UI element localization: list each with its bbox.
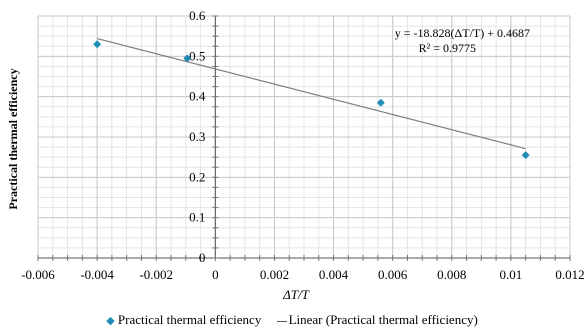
legend-item-trendline: Linear (Practical thermal efficiency) bbox=[276, 312, 478, 328]
x-tick-labels: -0.006 -0.004 -0.002 0 0.002 0.004 0.006 0.008 0… bbox=[21, 267, 584, 282]
x-tick-label: 0.01 bbox=[500, 267, 523, 282]
data-point-diamond bbox=[521, 151, 530, 160]
trendline-equation: y = -18.828(ΔT/T) + 0.4687 bbox=[395, 26, 530, 40]
x-tick-label: 0.002 bbox=[260, 267, 289, 282]
legend-item-scatter: ◆ Practical thermal efficiency bbox=[106, 312, 261, 328]
x-tick-label: 0.004 bbox=[319, 267, 349, 282]
y-tick-label: 0.4 bbox=[189, 89, 206, 104]
x-tick-label: 0.006 bbox=[378, 267, 408, 282]
data-point-diamond bbox=[183, 54, 192, 63]
r-squared-label: R² = 0.9775 bbox=[419, 41, 476, 55]
x-tick-label: -0.002 bbox=[139, 267, 173, 282]
diamond-marker-icon: ◆ bbox=[106, 315, 115, 327]
y-tick-label: 0.6 bbox=[189, 8, 206, 23]
y-tick-label: 0.5 bbox=[189, 48, 205, 63]
data-points bbox=[93, 40, 530, 160]
y-tick-label: 0.3 bbox=[189, 129, 205, 144]
trendline-layer bbox=[96, 38, 526, 150]
y-tick-label: 0.2 bbox=[189, 169, 205, 184]
trendline bbox=[96, 38, 526, 150]
data-point-diamond bbox=[376, 98, 385, 107]
y-tick-label: 0.1 bbox=[189, 210, 205, 225]
x-tick-label: -0.006 bbox=[21, 267, 55, 282]
line-marker-icon bbox=[276, 320, 287, 322]
data-point-diamond bbox=[93, 40, 102, 49]
legend-label-scatter: Practical thermal efficiency bbox=[117, 312, 262, 327]
legend-label-trendline: Linear (Practical thermal efficiency) bbox=[288, 312, 478, 327]
x-tick-label: 0.008 bbox=[437, 267, 466, 282]
y-axis-title: Practical thermal efficiency bbox=[6, 68, 20, 209]
y-tick-label: 0 bbox=[199, 250, 206, 265]
axes bbox=[37, 15, 571, 261]
legend: ◆ Practical thermal efficiency Linear (P… bbox=[0, 312, 584, 328]
x-axis-title: ΔT/T bbox=[282, 287, 309, 302]
x-tick-label: 0 bbox=[212, 267, 219, 282]
y-tick-labels: 0 0.1 0.2 0.3 0.4 0.5 0.6 bbox=[189, 8, 206, 265]
x-tick-label: -0.004 bbox=[80, 267, 114, 282]
x-tick-label: 0.012 bbox=[555, 267, 584, 282]
